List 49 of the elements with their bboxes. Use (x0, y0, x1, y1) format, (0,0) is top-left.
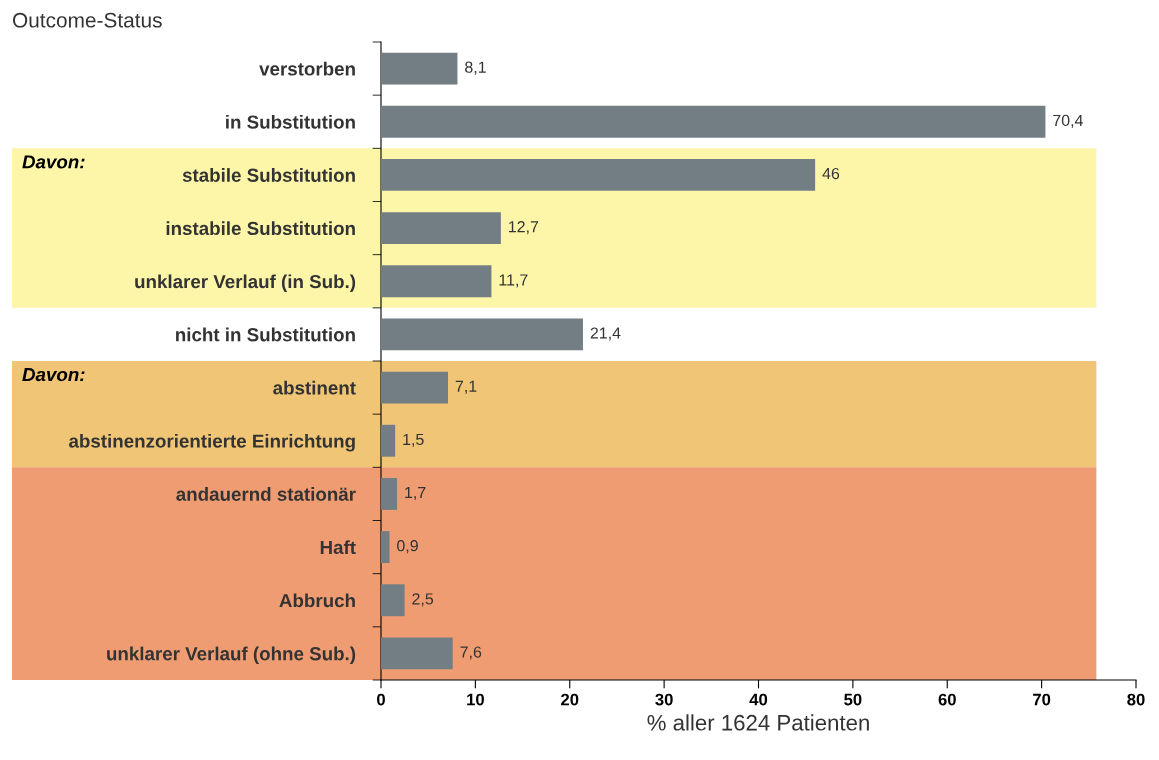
x-tick-label: 40 (749, 693, 768, 706)
x-tick-label: 30 (655, 693, 673, 706)
bar (381, 212, 501, 245)
y-tick-label: andauernd stationär (176, 487, 356, 501)
y-tick-label: verstorben (259, 61, 355, 76)
x-tick-label: 60 (938, 693, 956, 706)
band-label: Davon: (22, 155, 85, 169)
data-label: 8,1 (465, 61, 486, 75)
bar (381, 371, 449, 404)
bar (381, 265, 492, 298)
x-tick-label: 80 (1127, 693, 1145, 706)
y-tick-label: stabile Substitution (182, 168, 355, 182)
bar (381, 477, 398, 510)
bar (381, 531, 390, 564)
y-tick-label: Haft (320, 540, 356, 555)
y-tick-label: Abbruch (279, 593, 355, 608)
y-tick-label: instabile Substitution (166, 221, 355, 236)
bar (381, 637, 453, 670)
x-axis-title: % aller 1624 Patienten (647, 714, 869, 731)
bar (381, 158, 816, 191)
y-tick-label: abstinenzorientierte Einrichtung (69, 433, 355, 452)
data-label: 70,4 (1053, 114, 1083, 128)
data-label: 46 (822, 167, 840, 180)
data-label: 7,1 (455, 380, 477, 394)
data-label: 2,5 (412, 593, 434, 607)
data-label: 1,5 (403, 433, 424, 447)
y-tick-label: unklarer Verlauf (in Sub.) (135, 274, 356, 292)
bar (381, 318, 583, 351)
y-tick-label: in Substitution (226, 114, 355, 129)
y-tick-label: unklarer Verlauf (ohne Sub.) (107, 646, 356, 665)
x-tick-label: 0 (377, 693, 385, 706)
bar (381, 105, 1046, 138)
data-label: 12,7 (509, 221, 539, 235)
bar (381, 52, 458, 85)
y-tick-label: abstinent (273, 380, 356, 395)
data-label: 7,6 (460, 646, 482, 660)
bar (381, 424, 396, 457)
x-tick-label: 70 (1033, 693, 1051, 706)
x-tick-label: 50 (844, 693, 862, 706)
data-label: 0,9 (397, 540, 418, 554)
data-label: 1,7 (405, 487, 426, 501)
x-tick-label: 10 (467, 693, 484, 706)
text: Outcome-Status (12, 12, 162, 28)
band-label: Davon: (22, 368, 85, 382)
bar (381, 584, 405, 617)
x-tick-label: 20 (561, 693, 579, 706)
y-tick-label: nicht in Substitution (176, 327, 355, 342)
data-label: 21,4 (590, 327, 621, 341)
data-label: 11,7 (499, 274, 528, 288)
